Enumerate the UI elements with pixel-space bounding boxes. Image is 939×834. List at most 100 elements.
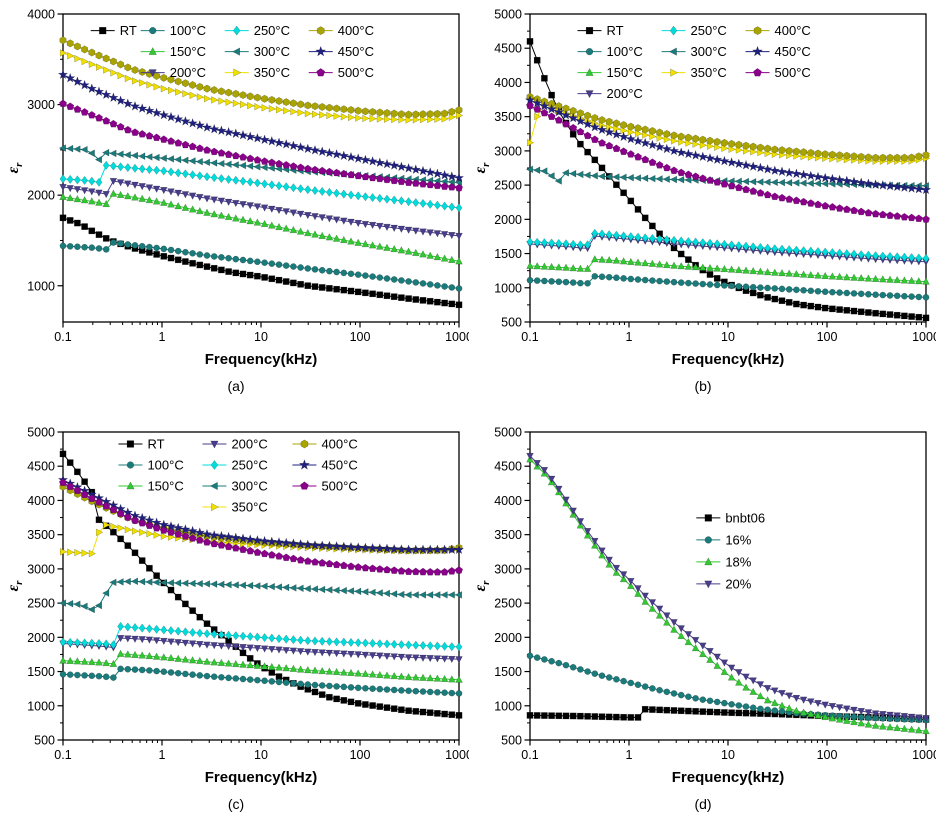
svg-text:100°C: 100°C [607, 44, 643, 59]
svg-text:0.1: 0.1 [521, 330, 538, 344]
svg-text:3000: 3000 [494, 144, 522, 158]
svg-text:1000: 1000 [912, 330, 936, 344]
svg-text:1000: 1000 [494, 281, 522, 295]
panel-d: 0.1 1 10 100 1000 500 1000 1500 2000 2500 3000 3500… [470, 424, 936, 824]
svg-text:5000: 5000 [27, 426, 55, 440]
chart-canvas-c: 0.1 1 10 100 1000 500 1000 1500 2000 2500 3000 3500… [3, 424, 469, 792]
svg-text:500°C: 500°C [321, 479, 357, 494]
svg-text:0.1: 0.1 [54, 748, 71, 762]
svg-text:200°C: 200°C [231, 437, 267, 452]
svg-text:2500: 2500 [494, 597, 522, 611]
svg-text:100°C: 100°C [170, 23, 206, 38]
svg-text:100: 100 [817, 330, 838, 344]
svg-text:200°C: 200°C [170, 65, 206, 80]
svg-text:εr: εr [472, 162, 492, 174]
svg-text:500: 500 [34, 734, 55, 748]
caption-d: (d) [694, 796, 712, 812]
svg-text:4500: 4500 [494, 460, 522, 474]
panel-b: 0.1 1 10 100 1000 500 1000 1500 2000 2500 3000 3500… [470, 6, 936, 406]
svg-text:300°C: 300°C [254, 44, 290, 59]
panel-c: 0.1 1 10 100 1000 500 1000 1500 2000 2500 3000 3500… [3, 424, 469, 824]
svg-text:400°C: 400°C [321, 437, 357, 452]
svg-text:bnbt06: bnbt06 [725, 510, 765, 525]
svg-text:4000: 4000 [494, 494, 522, 508]
svg-text:3500: 3500 [494, 110, 522, 124]
svg-text:1: 1 [159, 748, 166, 762]
svg-text:0.1: 0.1 [54, 330, 71, 344]
svg-text:250°C: 250°C [254, 23, 290, 38]
svg-text:300°C: 300°C [691, 44, 727, 59]
svg-text:20%: 20% [725, 576, 751, 591]
svg-text:3000: 3000 [27, 562, 55, 576]
svg-text:3000: 3000 [27, 98, 55, 112]
svg-text:1000: 1000 [445, 330, 469, 344]
svg-text:1000: 1000 [27, 279, 55, 293]
svg-text:3000: 3000 [494, 562, 522, 576]
svg-text:500: 500 [501, 316, 522, 330]
svg-text:100: 100 [350, 330, 371, 344]
svg-text:500°C: 500°C [775, 65, 811, 80]
chart-canvas-b: 0.1 1 10 100 1000 500 1000 1500 2000 2500 3000 3500… [470, 6, 936, 374]
svg-text:18%: 18% [725, 554, 751, 569]
svg-text:100°C: 100°C [147, 458, 183, 473]
svg-text:Frequency(kHz): Frequency(kHz) [205, 769, 318, 786]
svg-text:Frequency(kHz): Frequency(kHz) [672, 769, 785, 786]
panel-a: 0.1 1 10 100 1000 1000 2000 3000 4000 Frequency(k… [3, 6, 469, 406]
svg-text:0.1: 0.1 [521, 748, 538, 762]
svg-text:250°C: 250°C [691, 23, 727, 38]
svg-text:1000: 1000 [445, 748, 469, 762]
svg-text:4500: 4500 [27, 460, 55, 474]
svg-text:1500: 1500 [494, 665, 522, 679]
chart-canvas-a: 0.1 1 10 100 1000 1000 2000 3000 4000 Frequency(k… [3, 6, 469, 374]
svg-text:1000: 1000 [494, 699, 522, 713]
svg-text:2000: 2000 [494, 631, 522, 645]
svg-text:1: 1 [626, 748, 633, 762]
svg-text:εr: εr [5, 162, 25, 174]
svg-text:2500: 2500 [27, 597, 55, 611]
svg-text:2000: 2000 [494, 213, 522, 227]
svg-text:1500: 1500 [494, 247, 522, 261]
svg-text:4000: 4000 [27, 8, 55, 22]
svg-text:100: 100 [817, 748, 838, 762]
svg-text:150°C: 150°C [147, 479, 183, 494]
svg-text:2000: 2000 [27, 189, 55, 203]
svg-text:RT: RT [120, 23, 137, 38]
svg-text:5000: 5000 [494, 8, 522, 22]
svg-text:1: 1 [626, 330, 633, 344]
caption-c: (c) [227, 796, 245, 812]
caption-b: (b) [694, 378, 712, 394]
caption-a: (a) [227, 378, 245, 394]
svg-text:4500: 4500 [494, 42, 522, 56]
svg-text:350°C: 350°C [691, 65, 727, 80]
svg-text:10: 10 [721, 748, 735, 762]
svg-text:300°C: 300°C [231, 479, 267, 494]
svg-text:16%: 16% [725, 532, 751, 547]
svg-text:Frequency(kHz): Frequency(kHz) [205, 351, 318, 368]
svg-text:10: 10 [254, 748, 268, 762]
svg-text:RT: RT [607, 23, 624, 38]
svg-text:2500: 2500 [494, 179, 522, 193]
svg-text:Frequency(kHz): Frequency(kHz) [672, 351, 785, 368]
svg-text:4000: 4000 [27, 494, 55, 508]
svg-text:150°C: 150°C [607, 65, 643, 80]
svg-text:400°C: 400°C [775, 23, 811, 38]
svg-text:150°C: 150°C [170, 44, 206, 59]
svg-text:RT: RT [147, 437, 164, 452]
svg-text:200°C: 200°C [607, 86, 643, 101]
svg-text:400°C: 400°C [338, 23, 374, 38]
svg-text:10: 10 [254, 330, 268, 344]
svg-text:450°C: 450°C [775, 44, 811, 59]
svg-text:500°C: 500°C [338, 65, 374, 80]
svg-text:1500: 1500 [27, 665, 55, 679]
svg-text:3500: 3500 [494, 528, 522, 542]
svg-text:1000: 1000 [27, 699, 55, 713]
svg-text:10: 10 [721, 330, 735, 344]
svg-text:3500: 3500 [27, 528, 55, 542]
svg-text:250°C: 250°C [231, 458, 267, 473]
svg-text:εr: εr [5, 580, 25, 592]
chart-canvas-d: 0.1 1 10 100 1000 500 1000 1500 2000 2500 3000 3500… [470, 424, 936, 792]
svg-text:4000: 4000 [494, 76, 522, 90]
svg-text:1: 1 [159, 330, 166, 344]
svg-text:450°C: 450°C [338, 44, 374, 59]
